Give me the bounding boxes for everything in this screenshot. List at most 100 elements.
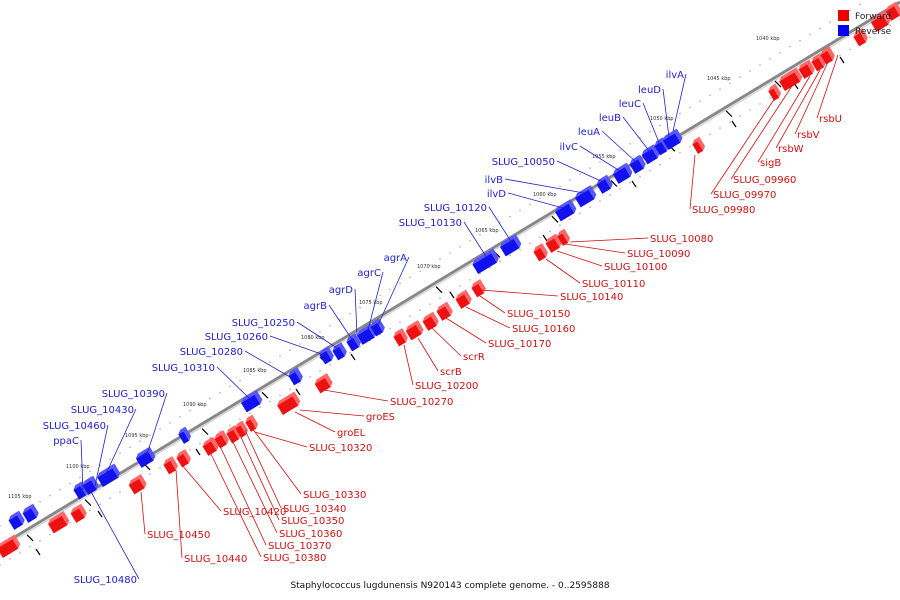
reverse-gene-block-side bbox=[91, 475, 99, 490]
guide-dot-lower bbox=[359, 345, 361, 348]
reverse-gene-block bbox=[662, 128, 683, 150]
guide-dot-lower bbox=[239, 418, 241, 421]
forward-gene-block-body bbox=[798, 64, 813, 79]
reverse-gene-block-body bbox=[241, 394, 261, 413]
reverse-gene-block bbox=[73, 481, 88, 500]
gene-label-slug-09970: SLUG_09970 bbox=[713, 190, 776, 201]
tick-label: 1045 kbp bbox=[707, 76, 731, 82]
leader-slug-10110 bbox=[545, 258, 581, 284]
forward-gene-block-side bbox=[464, 289, 472, 304]
gene-label-rsbw: rsbW bbox=[778, 144, 804, 155]
guide-dot-lower bbox=[719, 127, 721, 129]
tick-mark bbox=[839, 56, 845, 64]
gene-label-leub: leuB bbox=[599, 113, 621, 124]
gene-label-agra: agrA bbox=[384, 253, 408, 264]
forward-gene-block-top bbox=[545, 233, 557, 244]
forward-gene-block-top bbox=[811, 53, 821, 62]
guide-dot-lower bbox=[229, 424, 231, 427]
forward-gene-block-top bbox=[226, 425, 236, 434]
reverse-gene-block-side bbox=[588, 185, 597, 200]
guide-dot-upper bbox=[449, 252, 451, 254]
leader-leuc bbox=[642, 102, 661, 146]
guide-dot-upper bbox=[429, 264, 431, 266]
reverse-gene-block-side bbox=[674, 128, 683, 143]
reverse-gene-block-body bbox=[346, 337, 360, 352]
leader-agrb bbox=[328, 304, 354, 342]
reverse-gene-block-side bbox=[80, 481, 88, 496]
guide-dot-upper bbox=[849, 9, 851, 12]
forward-gene-block-side bbox=[807, 59, 815, 74]
leader-leud bbox=[662, 88, 670, 138]
leader-slug-09960 bbox=[730, 85, 793, 180]
leader-slug-10340 bbox=[244, 429, 282, 509]
guide-dot-lower bbox=[869, 36, 871, 38]
forward-gene-block-side bbox=[221, 430, 229, 445]
forward-gene-block-top bbox=[0, 534, 15, 549]
reverse-gene-block-body bbox=[332, 346, 346, 361]
leader-slug-10330 bbox=[251, 427, 302, 495]
reverse-gene-block bbox=[178, 426, 192, 444]
leader-slug-10390 bbox=[145, 392, 168, 458]
leader-rsbw bbox=[775, 69, 821, 149]
gene-label-slug-10150: SLUG_10150 bbox=[507, 309, 570, 320]
reverse-gene-block-body bbox=[22, 508, 37, 523]
forward-gene-block-body bbox=[545, 238, 560, 253]
gene-label-slug-10050: SLUG_10050 bbox=[492, 157, 555, 168]
gene-label-slug-10140: SLUG_10140 bbox=[560, 292, 623, 303]
gene-label-groel: groEL bbox=[337, 428, 366, 439]
guide-dot-upper bbox=[779, 52, 781, 54]
guide-dot-upper bbox=[629, 143, 631, 145]
leader-leub bbox=[622, 116, 651, 153]
forward-gene-block bbox=[314, 373, 333, 394]
forward-gene-block-body bbox=[885, 6, 900, 21]
forward-gene-block bbox=[545, 233, 562, 253]
forward-gene-block-body bbox=[692, 141, 704, 154]
guide-dot-upper bbox=[129, 446, 131, 448]
leader-slug-10380 bbox=[209, 451, 262, 558]
gene-label-slug-09980: SLUG_09980 bbox=[692, 205, 755, 216]
leader-slug-09970 bbox=[710, 97, 776, 195]
reverse-gene-block-body bbox=[612, 167, 631, 184]
leader-slug-09980 bbox=[689, 154, 696, 210]
forward-gene-block-body bbox=[245, 419, 257, 432]
reverse-gene-block bbox=[555, 199, 577, 222]
forward-gene-block-top bbox=[405, 320, 418, 331]
forward-gene-block-body bbox=[422, 316, 437, 331]
tick-label: 1065 kbp bbox=[475, 228, 499, 234]
leader-agra bbox=[377, 256, 410, 326]
guide-dot-upper bbox=[809, 33, 811, 36]
guide-dot-lower bbox=[629, 182, 631, 184]
guide-dot-lower bbox=[509, 254, 511, 257]
tick-mark bbox=[350, 353, 356, 361]
tick-label: 1040 kbp bbox=[756, 36, 780, 42]
reverse-gene-block-side bbox=[568, 199, 577, 214]
gene-label-slug-10310: SLUG_10310 bbox=[152, 363, 215, 374]
reverse-gene-block-top bbox=[370, 318, 380, 327]
tick-mark bbox=[84, 499, 92, 507]
forward-gene-block bbox=[779, 67, 803, 91]
forward-gene-block-body bbox=[0, 539, 19, 558]
guide-dot-upper bbox=[699, 100, 701, 103]
guide-dot-upper bbox=[489, 227, 491, 230]
forward-gene-block-top bbox=[798, 59, 810, 70]
forward-gene-block-top bbox=[779, 67, 797, 82]
reverse-gene-block-side bbox=[652, 144, 660, 159]
reverse-gene-block-top bbox=[288, 367, 298, 376]
guide-dot-upper bbox=[619, 149, 621, 151]
reverse-gene-block bbox=[575, 185, 597, 208]
guide-dot-lower bbox=[889, 24, 891, 26]
reverse-gene-block bbox=[332, 342, 347, 361]
genome-caption: Staphylococcus lugdunensis N920143 compl… bbox=[290, 581, 609, 591]
reverse-gene-block-side bbox=[624, 162, 633, 177]
forward-gene-block-side bbox=[211, 436, 219, 451]
tick-label: 1060 kbp bbox=[533, 192, 557, 198]
guide-dot-upper bbox=[239, 379, 241, 382]
guide-dot-lower bbox=[739, 115, 741, 117]
forward-gene-block bbox=[245, 414, 259, 432]
guide-dot-upper bbox=[119, 452, 121, 455]
reverse-gene-block bbox=[135, 446, 156, 468]
reverse-gene-block-side bbox=[295, 367, 303, 382]
gene-label-slug-10330: SLUG_10330 bbox=[303, 490, 366, 501]
guide-dot-upper bbox=[369, 300, 371, 303]
forward-gene-block bbox=[798, 59, 815, 79]
